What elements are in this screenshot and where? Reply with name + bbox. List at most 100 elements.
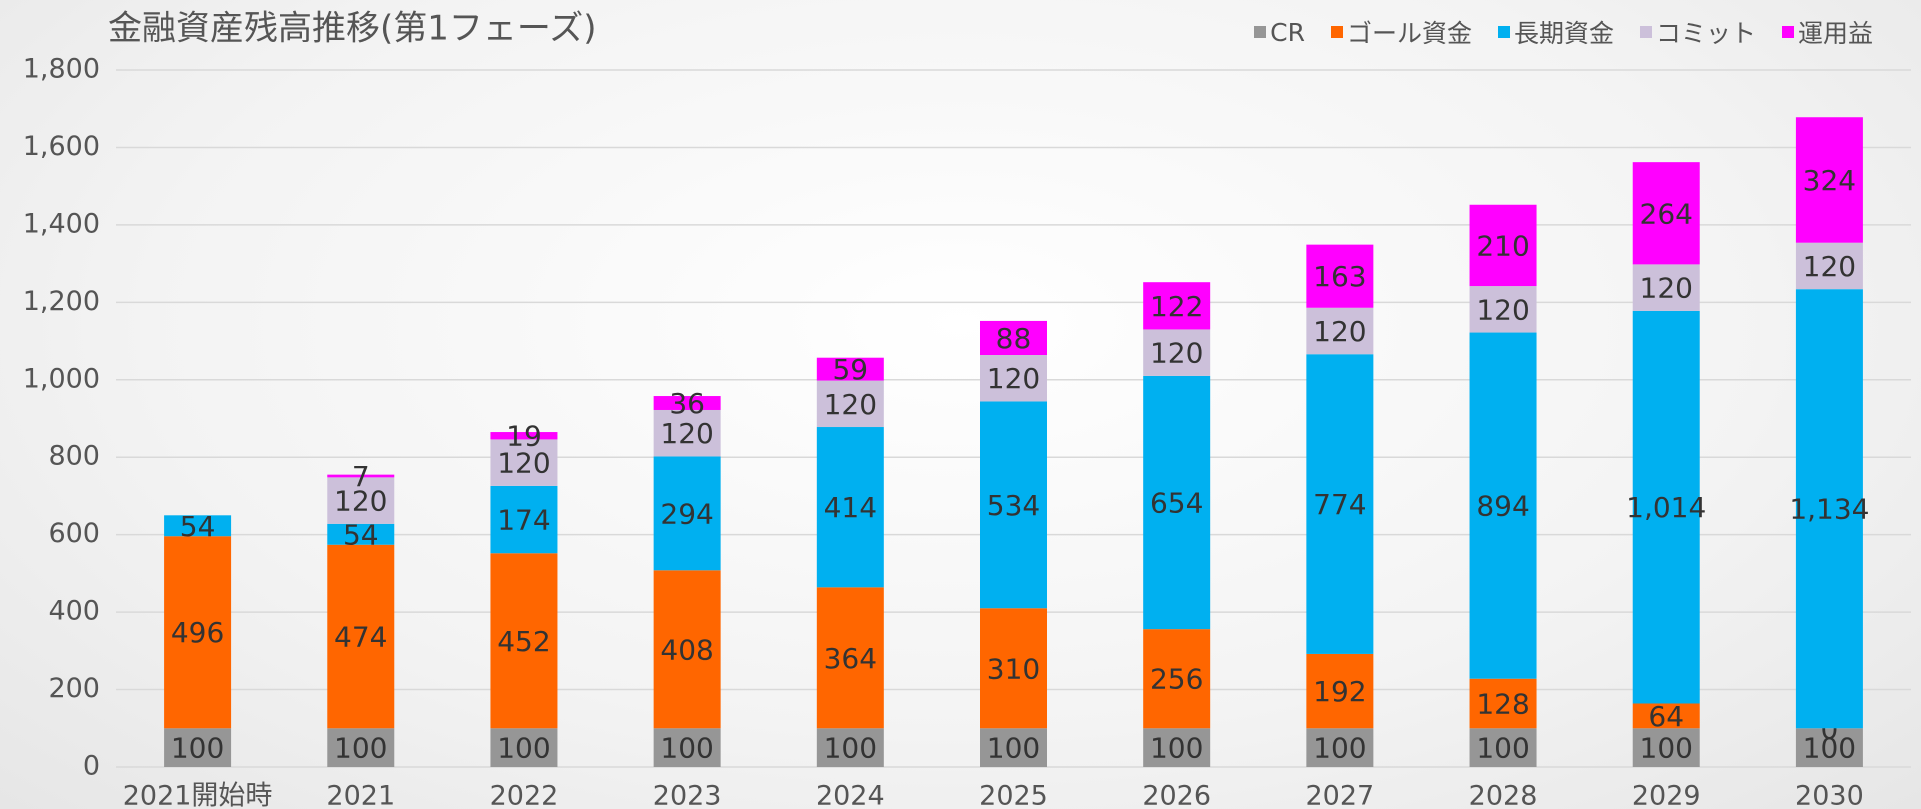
data-label: 100	[1150, 732, 1203, 765]
bar-segment	[1795, 728, 1863, 767]
bar-segment	[490, 439, 558, 486]
y-tick-label: 1,200	[23, 286, 100, 317]
bar-segment	[980, 728, 1047, 767]
data-label: 120	[1313, 315, 1366, 348]
data-label: 294	[660, 497, 713, 530]
x-tick-label: 2021開始時	[123, 781, 273, 809]
legend-item: コミット	[1639, 14, 1756, 50]
bar-segment	[1143, 629, 1211, 729]
y-tick-label: 1,000	[23, 363, 100, 394]
data-label: 100	[987, 732, 1040, 765]
legend-item: ゴール資金	[1330, 14, 1472, 50]
bar-segment	[164, 515, 232, 537]
data-label: 120	[1803, 250, 1856, 283]
data-label: 7	[352, 460, 370, 493]
bar-segment	[490, 432, 558, 440]
data-label: 1,134	[1789, 493, 1869, 526]
bar-segment	[327, 523, 395, 545]
bar-segment	[1306, 354, 1374, 654]
data-label: 120	[1150, 337, 1203, 370]
data-label: 408	[660, 633, 713, 666]
bar-segment	[653, 570, 721, 729]
bar-segment	[1795, 117, 1863, 243]
chart-title: 金融資産残高推移(第1フェーズ)	[108, 9, 596, 49]
bar-segment	[1143, 282, 1211, 330]
y-tick-label: 1,800	[23, 54, 100, 85]
legend-item: CR	[1254, 14, 1305, 50]
data-label: 310	[987, 652, 1040, 685]
bar-segment	[164, 728, 232, 767]
data-label: 1,014	[1626, 491, 1706, 524]
bar-segment	[327, 474, 395, 478]
bar-segment	[1143, 329, 1211, 376]
data-label: 64	[1648, 700, 1684, 733]
legend: CR ゴール資金 長期資金 コミット 運用益	[1254, 14, 1873, 50]
bar-segment	[980, 354, 1047, 402]
bar-segment	[1795, 242, 1863, 290]
data-label: 100	[1313, 732, 1366, 765]
data-label: 120	[497, 447, 550, 480]
data-label: 414	[824, 491, 877, 524]
data-label: 100	[660, 732, 713, 765]
legend-swatch	[1497, 26, 1510, 38]
data-label: 452	[497, 625, 550, 658]
bar-segment	[1469, 286, 1537, 333]
bar-segment	[816, 587, 884, 729]
data-label: 100	[334, 732, 387, 765]
data-label: 120	[334, 485, 387, 518]
bar-segment	[490, 553, 558, 729]
y-tick-label: 1,400	[23, 208, 100, 239]
bar-segment	[653, 396, 721, 410]
data-label: 894	[1476, 490, 1529, 523]
data-label: 120	[1640, 272, 1693, 305]
legend-item: 長期資金	[1497, 14, 1614, 50]
bar-segment	[164, 536, 232, 729]
legend-swatch	[1330, 26, 1343, 38]
data-label: 100	[1640, 732, 1693, 765]
data-label: 496	[171, 616, 224, 649]
x-tick-label: 2021	[326, 781, 395, 809]
bar-segment	[327, 544, 395, 729]
bar-segment	[490, 485, 558, 554]
bar-segment	[1795, 289, 1863, 729]
data-label: 256	[1150, 663, 1203, 696]
data-label: 100	[1803, 732, 1856, 765]
data-label: 19	[506, 420, 542, 453]
x-tick-label: 2024	[816, 781, 885, 809]
bar-segment	[1469, 332, 1537, 679]
data-label: 54	[180, 510, 216, 543]
legend-label: コミット	[1655, 19, 1756, 48]
data-label: 100	[171, 732, 224, 765]
legend-label: 長期資金	[1513, 19, 1614, 48]
data-label: 264	[1640, 197, 1693, 230]
data-label: 474	[334, 621, 387, 654]
data-label: 100	[1476, 732, 1529, 765]
data-label: 122	[1150, 290, 1203, 323]
bar-segment	[1632, 703, 1700, 729]
data-label: 120	[1476, 293, 1529, 326]
legend-item: 運用益	[1781, 14, 1873, 50]
data-label: 59	[832, 353, 868, 386]
bar-segment	[1306, 244, 1374, 308]
y-tick-label: 200	[48, 673, 100, 704]
bar-segment	[327, 728, 395, 767]
bar-segment	[1469, 204, 1537, 287]
legend-swatch	[1781, 26, 1794, 38]
data-label: 192	[1313, 675, 1366, 708]
data-label: 174	[497, 504, 550, 537]
bar-segment	[816, 380, 884, 428]
data-label: 774	[1313, 488, 1366, 521]
x-tick-label: 2027	[1306, 781, 1375, 809]
bar-segment	[653, 728, 721, 767]
legend-label: 運用益	[1797, 19, 1873, 48]
x-tick-label: 2026	[1142, 781, 1211, 809]
bar-segment	[490, 728, 558, 767]
bar-segment	[1632, 728, 1700, 767]
legend-swatch	[1639, 26, 1652, 38]
bar-segment	[1306, 653, 1374, 729]
x-tick-label: 2029	[1632, 781, 1701, 809]
bar-segment	[1143, 728, 1211, 767]
legend-swatch	[1254, 26, 1267, 38]
